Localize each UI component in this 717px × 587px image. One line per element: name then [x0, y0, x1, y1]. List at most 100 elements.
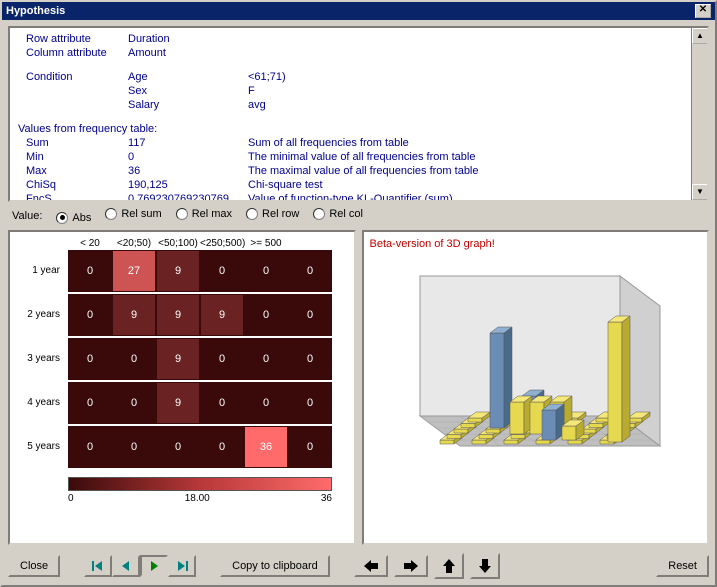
- freq-header: Values from frequency table:: [18, 122, 699, 136]
- heatmap-cell: 9: [156, 338, 200, 380]
- cond-0-value: <61;71): [248, 70, 699, 84]
- hypothesis-window: Hypothesis ✕ Row attributeDuration Colum…: [0, 0, 717, 587]
- bar3d: [490, 327, 512, 428]
- graph3d-panel: Beta-version of 3D graph!: [362, 230, 710, 546]
- cond-1-name: Sex: [128, 84, 248, 98]
- colorbar-max: 36: [321, 493, 332, 504]
- copy-button[interactable]: Copy to clipboard: [220, 555, 330, 577]
- stat-value: 190,125: [128, 178, 248, 192]
- heatmap-cell: 0: [288, 426, 332, 468]
- info-scrollbar[interactable]: ▲ ▼: [691, 28, 707, 200]
- stat-desc: Value of function-type KL-Quantifier (su…: [248, 192, 699, 202]
- heatmap-row-header: 1 year: [16, 265, 68, 276]
- heatmap-cell: 9: [156, 250, 200, 292]
- heatmap-cell: 0: [288, 338, 332, 380]
- info-panel: Row attributeDuration Column attributeAm…: [8, 26, 709, 202]
- heatmap-row-header: 4 years: [16, 397, 68, 408]
- radio-rel-max[interactable]: Rel max: [176, 208, 232, 220]
- heatmap-row-header: 2 years: [16, 309, 68, 320]
- heatmap-cell: 0: [156, 426, 200, 468]
- heatmap-col-header: <50;100): [156, 238, 200, 249]
- graph3d[interactable]: [370, 256, 680, 516]
- stat-value: 36: [128, 164, 248, 178]
- heatmap-cell: 0: [68, 426, 112, 468]
- heatmap-cell: 0: [68, 294, 112, 336]
- first-button[interactable]: [84, 555, 112, 577]
- window-title: Hypothesis: [6, 5, 65, 17]
- bar3d: [608, 316, 630, 442]
- radio-icon: [246, 208, 258, 220]
- heatmap-cell: 0: [68, 382, 112, 424]
- heatmap-panel: < 20<20;50)<50;100)<250;500)>= 500 1 yea…: [8, 230, 356, 546]
- radio-icon: [313, 208, 325, 220]
- heatmap-col-header: <20;50): [112, 238, 156, 249]
- stat-value: 117: [128, 136, 248, 150]
- prev-button[interactable]: [112, 555, 140, 577]
- last-button[interactable]: [168, 555, 196, 577]
- heatmap-col-header: [288, 238, 332, 249]
- stat-desc: Sum of all frequencies from table: [248, 136, 699, 150]
- row-attribute-value: Duration: [128, 32, 248, 46]
- heatmap-cell: 9: [200, 294, 244, 336]
- bar3d: [542, 404, 564, 440]
- heatmap-cell: 0: [200, 426, 244, 468]
- arrow-right-button[interactable]: [394, 555, 428, 577]
- heatmap-cell: 9: [156, 294, 200, 336]
- heatmap-cell: 27: [112, 250, 156, 292]
- heatmap-cell: 36: [244, 426, 288, 468]
- heatmap-row-header: 3 years: [16, 353, 68, 364]
- arrow-down-button[interactable]: [470, 553, 500, 579]
- value-label: Value:: [12, 210, 42, 222]
- heatmap-cell: 0: [112, 338, 156, 380]
- value-mode-row: Value: Abs Rel sum Rel max Rel row Rel col: [8, 206, 709, 226]
- scroll-up-icon[interactable]: ▲: [692, 28, 708, 44]
- stat-name: ChiSq: [18, 178, 128, 192]
- heatmap-cell: 0: [200, 338, 244, 380]
- radio-icon: [176, 208, 188, 220]
- reset-button[interactable]: Reset: [656, 555, 709, 577]
- col-attribute-value: Amount: [128, 46, 248, 60]
- heatmap-cell: 0: [288, 382, 332, 424]
- heatmap-cell: 0: [288, 294, 332, 336]
- radio-rel-sum[interactable]: Rel sum: [105, 208, 161, 220]
- stat-value: 0,769230769230769: [128, 192, 248, 202]
- arrow-left-button[interactable]: [354, 555, 388, 577]
- heatmap-cell: 0: [200, 382, 244, 424]
- window-close-button[interactable]: ✕: [695, 4, 711, 18]
- stat-name: Min: [18, 150, 128, 164]
- heatmap-cell: 0: [244, 338, 288, 380]
- heatmap-cell: 0: [68, 250, 112, 292]
- heatmap-cell: 0: [288, 250, 332, 292]
- col-attribute-label: Column attribute: [18, 46, 128, 60]
- heatmap-cell: 9: [112, 294, 156, 336]
- heatmap-cell: 0: [112, 382, 156, 424]
- cond-0-name: Age: [128, 70, 248, 84]
- bottom-toolbar: Close Copy to clipboard Reset: [8, 549, 709, 579]
- heatmap-col-header: <250;500): [200, 238, 244, 249]
- radio-abs[interactable]: Abs: [56, 212, 91, 224]
- heatmap-cell: 9: [156, 382, 200, 424]
- play-button[interactable]: [140, 555, 168, 577]
- heatmap-row-header: 5 years: [16, 441, 68, 452]
- heatmap-cell: 0: [200, 250, 244, 292]
- heatmap-col-header: >= 500: [244, 238, 288, 249]
- colorbar-mid: 18.00: [185, 493, 210, 504]
- beta-label: Beta-version of 3D graph!: [370, 238, 702, 250]
- stat-desc: The minimal value of all frequencies fro…: [248, 150, 699, 164]
- radio-icon: [56, 212, 68, 224]
- heatmap-col-header: < 20: [68, 238, 112, 249]
- stat-name: Sum: [18, 136, 128, 150]
- radio-rel-col[interactable]: Rel col: [313, 208, 363, 220]
- stat-name: FncS: [18, 192, 128, 202]
- radio-rel-row[interactable]: Rel row: [246, 208, 299, 220]
- cond-2-value: avg: [248, 98, 699, 112]
- row-attribute-label: Row attribute: [18, 32, 128, 46]
- stat-name: Max: [18, 164, 128, 178]
- colorbar-min: 0: [68, 493, 74, 504]
- condition-label: Condition: [18, 70, 128, 84]
- stat-desc: The maximal value of all frequencies fro…: [248, 164, 699, 178]
- radio-icon: [105, 208, 117, 220]
- arrow-up-button[interactable]: [434, 553, 464, 579]
- close-button[interactable]: Close: [8, 555, 60, 577]
- scroll-down-icon[interactable]: ▼: [692, 184, 708, 200]
